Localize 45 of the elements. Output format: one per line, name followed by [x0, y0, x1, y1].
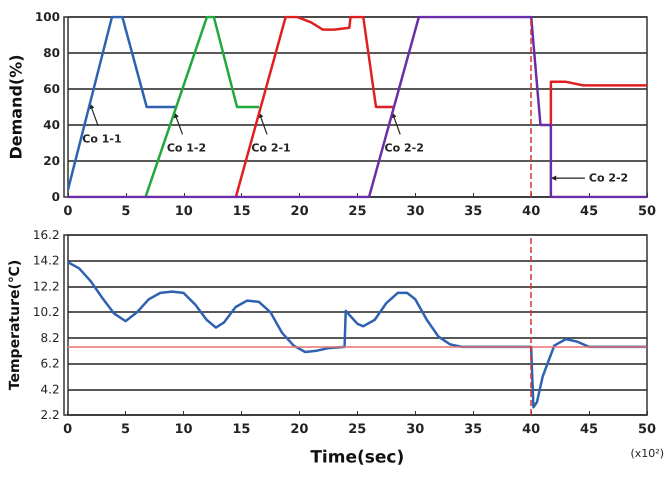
y-tick-label: 2.2 — [40, 408, 60, 422]
x-axis-title: Time(sec) — [310, 448, 404, 468]
x-tick-label: 35 — [464, 204, 482, 219]
x-tick-label: 45 — [580, 422, 598, 437]
x-tick-label: 35 — [464, 422, 482, 437]
text: (x10²) — [630, 447, 664, 460]
annotation: Co 2-1 — [251, 141, 291, 154]
x-tick-label: 50 — [638, 422, 656, 437]
x-tick-label: 30 — [406, 422, 424, 437]
x-tick-label: 20 — [290, 204, 309, 219]
y-tick-label: 60 — [43, 82, 60, 96]
x-tick-label: 20 — [290, 422, 308, 437]
y-axis-title: Demand(%) — [6, 54, 26, 160]
x-tick-label: 50 — [638, 204, 656, 219]
annotation: Co 2-2 — [588, 172, 628, 185]
x-tick-label: 45 — [580, 204, 598, 219]
x-tick-label: 5 — [121, 422, 130, 437]
x-tick-label: 25 — [348, 204, 367, 219]
y-tick-label: 16.2 — [32, 228, 60, 242]
x-tick-label: 0 — [63, 204, 72, 219]
y-tick-label: 80 — [43, 46, 60, 60]
y-tick-label: 40 — [43, 118, 60, 132]
y-tick-label: 12.2 — [32, 279, 60, 294]
y-axis-title: Temperature(℃) — [7, 260, 23, 390]
y-tick-label: 10.2 — [32, 305, 60, 320]
x-tick-label: 15 — [232, 204, 251, 219]
annotation: Co 1-2 — [166, 141, 206, 154]
x-tick-label: 40 — [522, 422, 540, 437]
annotation: Co 2-2 — [384, 141, 424, 154]
y-tick-label: 6.2 — [40, 356, 60, 371]
x-tick-label: 5 — [121, 204, 130, 219]
y-tick-label: 100 — [34, 10, 60, 24]
x-tick-label: 10 — [174, 204, 193, 219]
x-tick-label: 15 — [232, 422, 250, 437]
annotation: Co 1-1 — [82, 132, 122, 146]
y-tick-label: 4.2 — [40, 382, 60, 396]
x-tick-label: 30 — [406, 204, 424, 219]
x-tick-label: 0 — [63, 422, 72, 437]
y-tick-label: 8.2 — [40, 330, 60, 345]
y-tick-label: 20 — [43, 154, 60, 168]
x-tick-label: 10 — [174, 422, 193, 437]
y-tick-label: 0 — [52, 190, 60, 204]
x-tick-label: 25 — [348, 422, 366, 437]
y-tick-label: 14.2 — [32, 254, 60, 268]
x-tick-label: 40 — [522, 204, 540, 219]
